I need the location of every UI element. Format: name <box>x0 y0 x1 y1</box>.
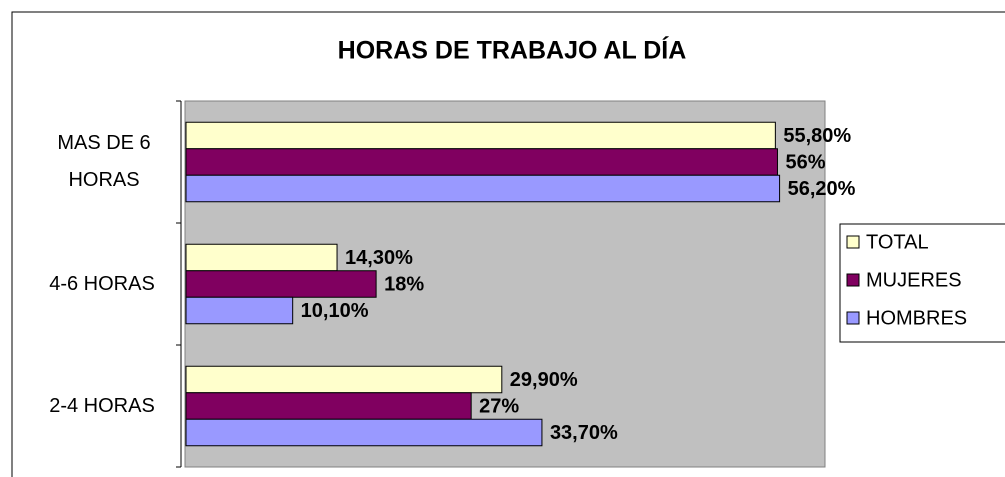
category-label: 2-4 HORAS <box>49 394 155 417</box>
legend-swatch <box>846 311 860 325</box>
bar <box>185 270 377 298</box>
value-label: 29,90% <box>510 369 578 391</box>
value-label: 33,70% <box>550 422 618 444</box>
legend-label: TOTAL <box>866 231 929 253</box>
value-label: 56,20% <box>788 178 856 200</box>
value-label: 56% <box>785 151 825 173</box>
bar <box>185 174 781 203</box>
category-label: MAS DE 6 HORAS <box>57 132 151 191</box>
value-label: 27% <box>479 395 519 417</box>
value-label: 55,80% <box>783 125 851 147</box>
bar <box>185 121 776 150</box>
bar <box>185 296 294 325</box>
legend-swatch <box>846 235 860 249</box>
value-label: 18% <box>384 273 424 295</box>
legend <box>839 223 1005 343</box>
value-label: 10,10% <box>301 300 369 322</box>
value-label: 14,30% <box>345 247 413 269</box>
bar <box>185 418 543 447</box>
bar <box>185 365 503 394</box>
legend-label: HOMBRES <box>866 307 967 329</box>
legend-label: MUJERES <box>866 269 962 291</box>
chart-title: HORAS DE TRABAJO AL DÍA <box>338 36 687 65</box>
bar <box>185 148 778 176</box>
bar <box>185 243 338 272</box>
bar <box>185 392 472 420</box>
legend-swatch <box>846 273 860 287</box>
category-label: 4-6 HORAS <box>49 272 155 295</box>
